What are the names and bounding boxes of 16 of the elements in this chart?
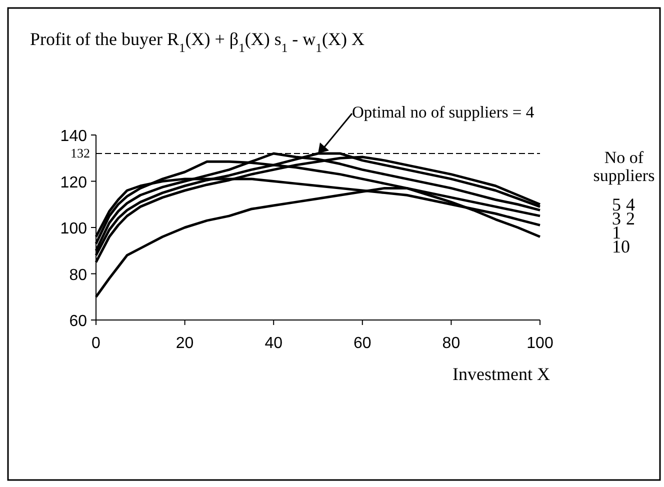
x-tick-label: 80 [442, 335, 460, 352]
x-tick-label: 20 [176, 335, 194, 352]
chart-title: Profit of the buyer R$_{1}$(X) + β$_{1}$(X) s$_{1}$ - w$_{1}$(X) X [30, 29, 364, 55]
ref-line-label: 132 [70, 146, 90, 160]
x-tick-label: 40 [264, 335, 283, 352]
y-tick-label: 60 [69, 313, 88, 330]
y-tick-label: 100 [60, 220, 88, 238]
x-tick-label: 0 [92, 335, 101, 352]
legend-title: No of suppliers [593, 148, 655, 185]
y-tick-label: 120 [60, 174, 88, 192]
x-tick-label: 60 [354, 335, 372, 352]
annotation: Optimal no of suppliers = 4 [352, 102, 534, 122]
y-tick-label: 80 [69, 266, 88, 284]
y-tick-label: 140 [60, 128, 88, 145]
x-tick-label: 100 [526, 335, 554, 352]
x-axis-title: Investment X [452, 364, 550, 384]
